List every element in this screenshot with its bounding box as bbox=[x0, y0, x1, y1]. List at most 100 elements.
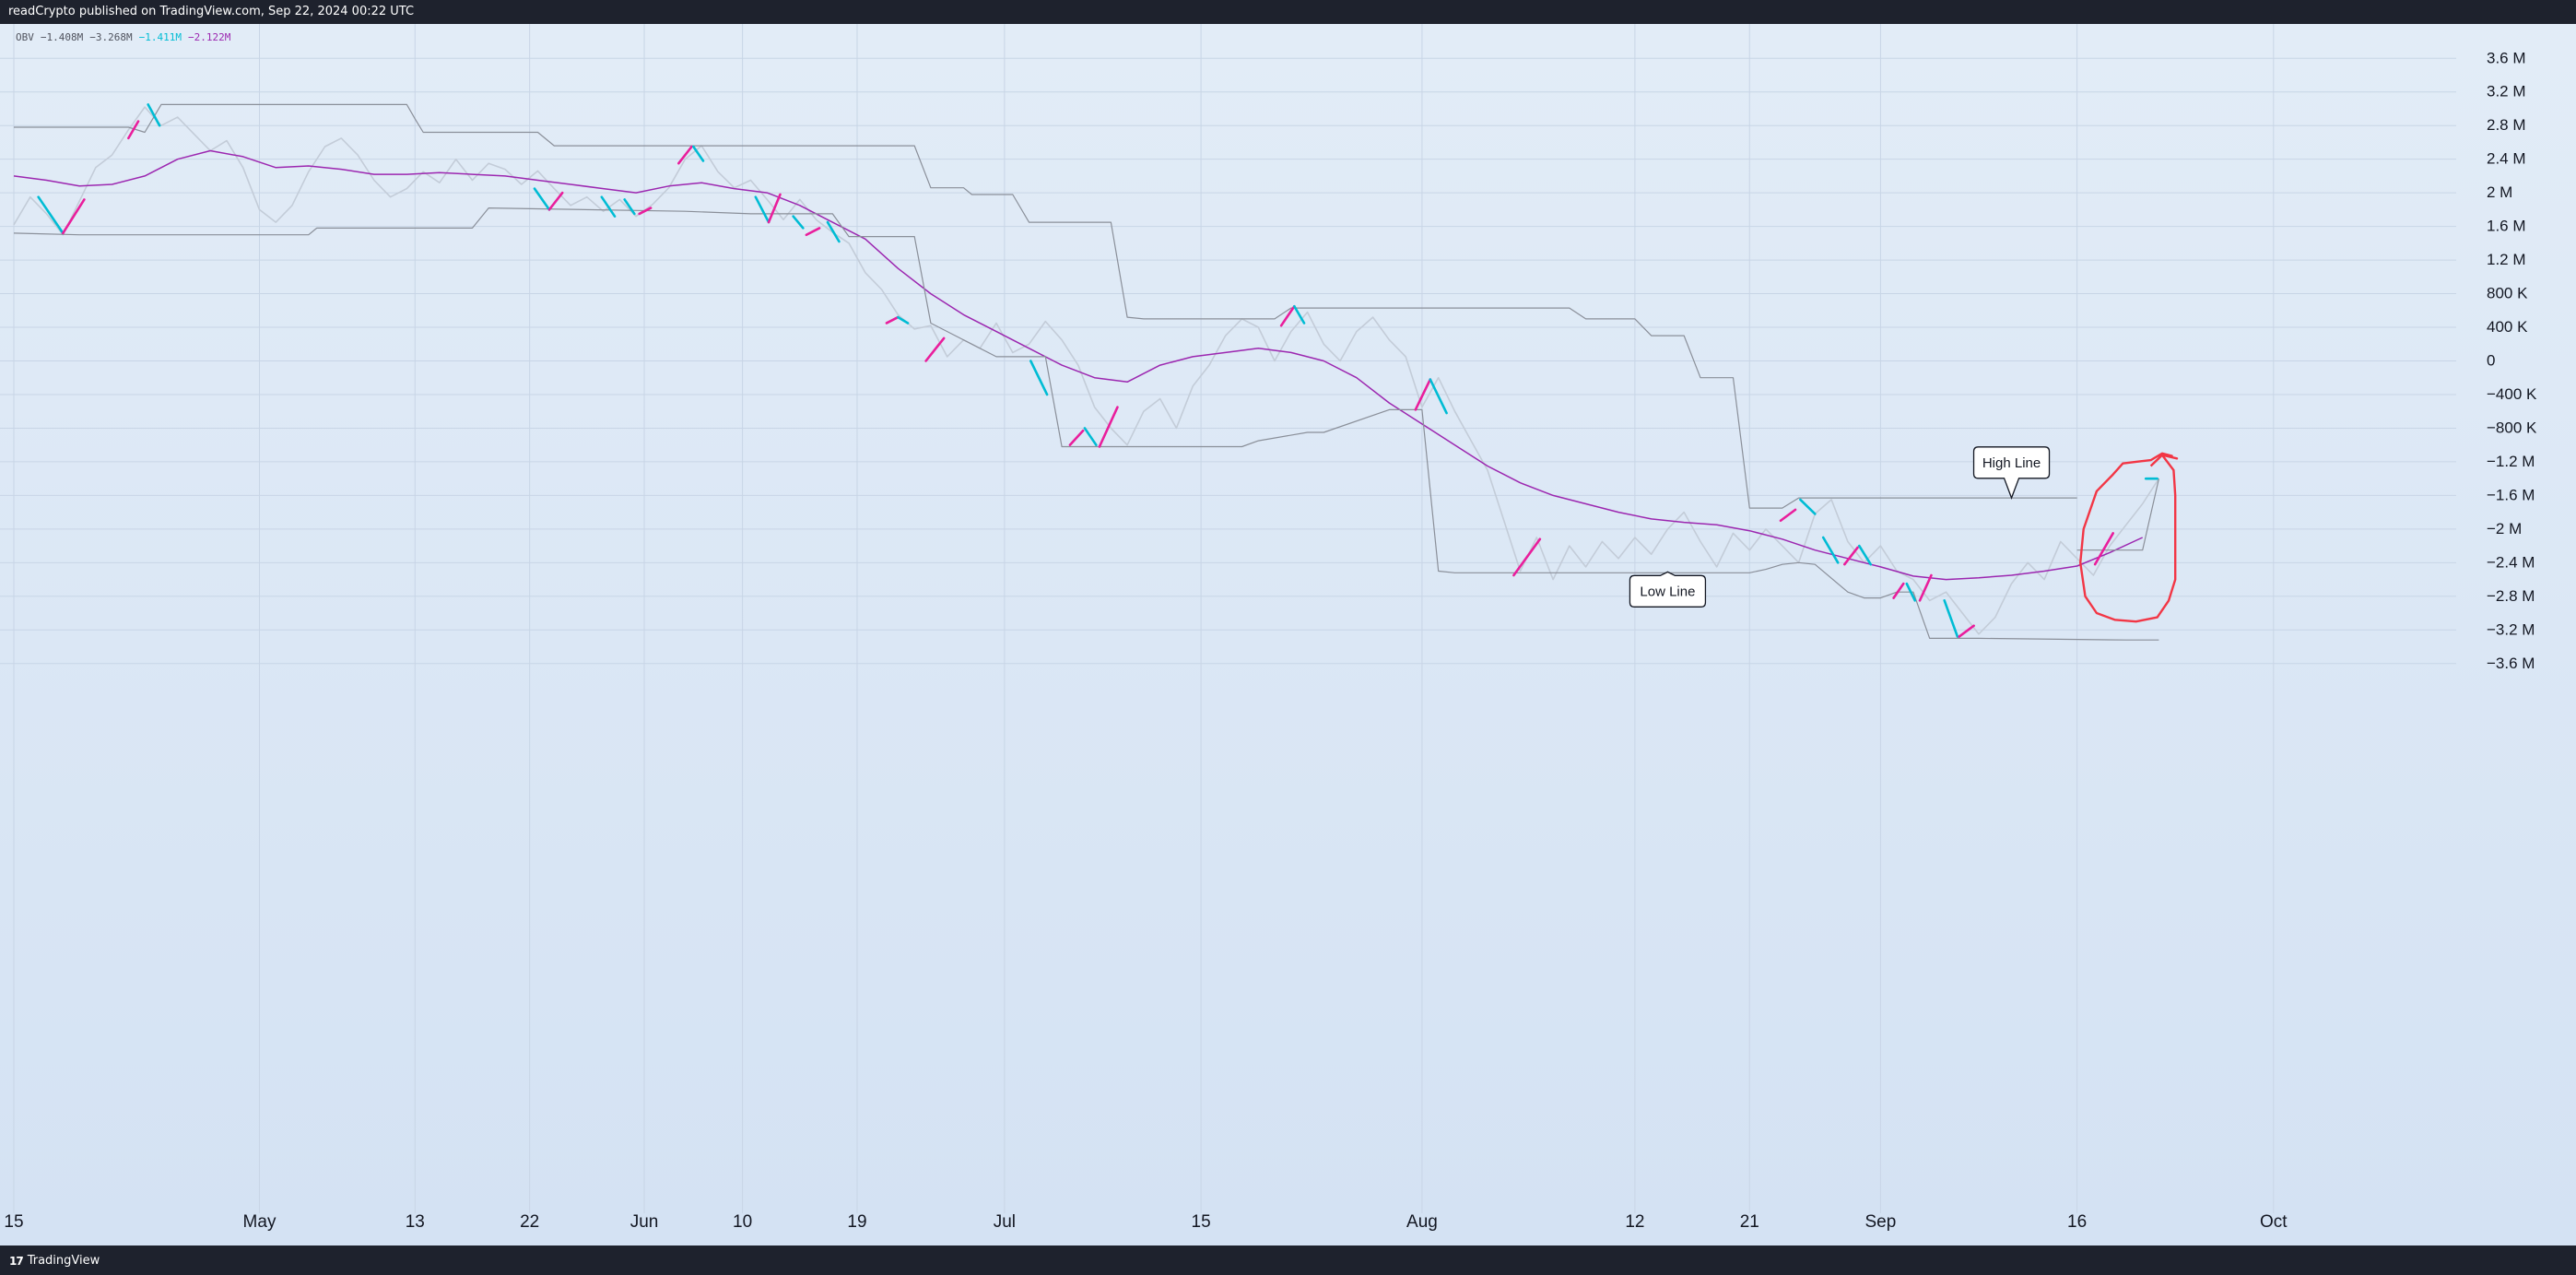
y-tick-label: 800 K bbox=[2487, 285, 2528, 302]
up-segment bbox=[885, 315, 900, 325]
down-segment bbox=[1429, 378, 1448, 415]
up-segment bbox=[1279, 304, 1296, 327]
y-tick-label: 2.4 M bbox=[2487, 150, 2526, 168]
y-tick-label: −400 K bbox=[2487, 385, 2537, 403]
tradingview-footer: 17 TradingView bbox=[0, 1245, 2576, 1275]
series-line-signal bbox=[13, 149, 2144, 581]
legend-value-1: −1.408M bbox=[40, 31, 84, 43]
callout-low-line[interactable]: Low Line bbox=[1629, 571, 1707, 608]
y-tick-label: 3.2 M bbox=[2487, 83, 2526, 100]
tradingview-logo[interactable]: 17 TradingView bbox=[9, 1254, 100, 1268]
y-tick-label: 2.8 M bbox=[2487, 116, 2526, 134]
callout-high-line[interactable]: High Line bbox=[1972, 446, 2051, 500]
up-segment bbox=[547, 191, 564, 211]
x-tick-label: 22 bbox=[520, 1212, 539, 1232]
down-segment bbox=[147, 103, 161, 127]
down-segment bbox=[1293, 304, 1306, 325]
y-tick-label: −1.2 M bbox=[2487, 453, 2535, 470]
x-tick-label: 10 bbox=[733, 1212, 752, 1232]
up-segment bbox=[1779, 508, 1797, 523]
up-segment bbox=[1512, 537, 1542, 577]
tradingview-logo-icon: 17 bbox=[9, 1254, 24, 1268]
down-segment bbox=[1821, 536, 1840, 564]
down-segment bbox=[792, 215, 805, 230]
down-segment bbox=[897, 315, 910, 325]
y-tick-label: 1.6 M bbox=[2487, 218, 2526, 235]
x-tick-label: May bbox=[243, 1212, 276, 1232]
x-tick-label: 16 bbox=[2067, 1212, 2087, 1232]
legend-value-2: −3.268M bbox=[89, 31, 133, 43]
legend-name: OBV bbox=[16, 31, 34, 43]
y-tick-label: 400 K bbox=[2487, 318, 2528, 336]
x-tick-label: 13 bbox=[406, 1212, 425, 1232]
x-tick-label: 21 bbox=[1740, 1212, 1759, 1232]
up-segment bbox=[1843, 546, 1859, 566]
up-segment bbox=[1918, 573, 1933, 602]
y-tick-label: 1.2 M bbox=[2487, 251, 2526, 268]
series-line-high-channel bbox=[14, 103, 2077, 509]
up-segment bbox=[1414, 378, 1432, 411]
published-text: readCrypto published on TradingView.com,… bbox=[8, 5, 415, 18]
up-segment bbox=[767, 193, 782, 224]
up-segment bbox=[127, 120, 140, 140]
series-line-entry-channel bbox=[2076, 478, 2159, 551]
up-segment bbox=[924, 336, 946, 362]
down-segment bbox=[1083, 427, 1098, 446]
x-tick-label: 15 bbox=[1192, 1212, 1211, 1232]
y-tick-label: −3.2 M bbox=[2487, 620, 2535, 638]
grid bbox=[0, 24, 2456, 1213]
x-tick-label: 12 bbox=[1625, 1212, 1644, 1232]
up-segment bbox=[62, 198, 86, 235]
y-axis[interactable]: 3.6 M 3.2 M 2.8 M 2.4 M 2 M 1.6 M 1.2 M 800 K 40… bbox=[2487, 49, 2537, 672]
x-tick-label: 15 bbox=[4, 1212, 23, 1232]
down-segment bbox=[754, 195, 770, 224]
up-segment bbox=[805, 227, 821, 237]
down-segment bbox=[37, 195, 65, 235]
y-tick-label: −3.6 M bbox=[2487, 655, 2535, 672]
up-segment bbox=[2093, 532, 2114, 566]
y-tick-label: 3.6 M bbox=[2487, 49, 2526, 66]
x-tick-label: Sep bbox=[1864, 1212, 1896, 1232]
obv-chart[interactable]: 3.6 M 3.2 M 2.8 M 2.4 M 2 M 1.6 M 1.2 M 800 K 40… bbox=[0, 24, 2576, 1245]
up-segment bbox=[1098, 406, 1119, 448]
x-tick-label: 19 bbox=[847, 1212, 866, 1232]
x-tick-label: Jun bbox=[630, 1212, 659, 1232]
indicator-legend: OBV −1.408M −3.268M −1.411M −2.122M bbox=[16, 31, 237, 43]
y-tick-label: 2 M bbox=[2487, 183, 2512, 201]
down-segment bbox=[1799, 498, 1817, 515]
up-segment bbox=[677, 145, 693, 165]
up-segment bbox=[1958, 624, 1975, 638]
up-segment bbox=[1892, 582, 1905, 599]
down-segment bbox=[600, 195, 617, 218]
down-segment bbox=[623, 198, 636, 216]
x-axis[interactable]: 15 May 13 22 Jun 10 19 Jul 15 Aug 12 21 Sep 16 Oct bbox=[4, 1212, 2288, 1232]
highlight-arrow bbox=[2149, 454, 2179, 467]
down-segment bbox=[826, 220, 841, 243]
x-tick-label: Jul bbox=[994, 1212, 1016, 1232]
down-segment bbox=[692, 145, 705, 162]
legend-value-3: −1.411M bbox=[138, 31, 182, 43]
x-tick-label: Oct bbox=[2260, 1212, 2288, 1232]
down-segment bbox=[1029, 360, 1049, 396]
highlight-circle bbox=[2078, 452, 2177, 623]
legend-value-4: −2.122M bbox=[187, 31, 231, 43]
up-segment bbox=[1068, 429, 1085, 446]
callout-label: Low Line bbox=[1640, 584, 1695, 599]
series-line-obv bbox=[13, 106, 2160, 635]
up-segment bbox=[638, 207, 653, 216]
callout-label: High Line bbox=[1982, 455, 2041, 471]
callout-box bbox=[1629, 571, 1707, 608]
y-tick-label: −2.4 M bbox=[2487, 553, 2535, 571]
brand-name: TradingView bbox=[27, 1254, 100, 1268]
y-tick-label: 0 bbox=[2487, 352, 2495, 370]
x-tick-label: Aug bbox=[1406, 1212, 1438, 1232]
y-tick-label: −2 M bbox=[2487, 520, 2522, 537]
series-line-low-channel bbox=[13, 207, 2159, 641]
signal-segments bbox=[37, 103, 2158, 638]
down-segment bbox=[533, 187, 551, 211]
chart-panel: OBV −1.408M −3.268M −1.411M −2.122M 3.6 M 3.2… bbox=[0, 24, 2576, 1245]
publish-header: readCrypto published on TradingView.com,… bbox=[0, 0, 2576, 24]
y-tick-label: −1.6 M bbox=[2487, 486, 2535, 503]
y-tick-label: −800 K bbox=[2487, 419, 2537, 436]
callout-box bbox=[1972, 446, 2051, 500]
